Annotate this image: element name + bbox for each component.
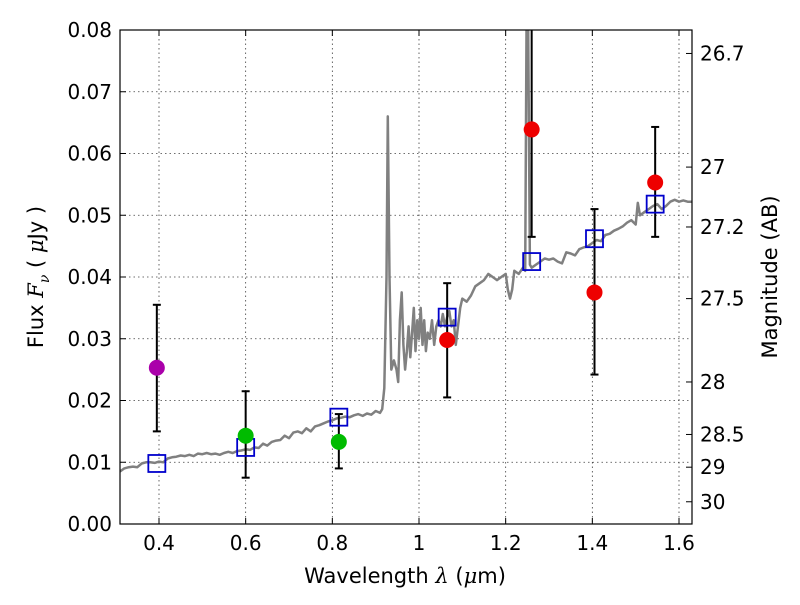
observed-point — [647, 174, 664, 191]
x-tick-label: 0.4 — [143, 531, 175, 555]
right-tick-label: 26.7 — [700, 41, 745, 65]
observed-point — [237, 427, 254, 444]
x-tick-label: 0.6 — [230, 531, 262, 555]
grid-layer — [120, 29, 692, 525]
right-tick-label: 28 — [700, 370, 725, 394]
x-tick-label: 0.8 — [316, 531, 348, 555]
model-point — [147, 454, 167, 473]
y-axis-label: Flux Fν ( μJy ) — [24, 206, 53, 348]
y-tick-label: 0.02 — [67, 389, 112, 413]
observed-point — [439, 331, 456, 348]
model-point — [329, 407, 349, 427]
right-tick-label: 27 — [700, 155, 725, 179]
observed-point — [586, 284, 603, 301]
model-point — [437, 307, 457, 327]
right-tick-label: 28.5 — [700, 422, 745, 446]
model-point — [585, 229, 604, 249]
y-tick-label: 0.08 — [67, 18, 112, 42]
right-tick-label: 29 — [700, 455, 725, 479]
y-tick-label: 0.05 — [67, 203, 112, 227]
y-tick-label: 0.03 — [67, 327, 112, 351]
x-tick-label: 1.6 — [663, 531, 695, 555]
y-tick-label: 0.01 — [67, 450, 112, 474]
right-tick-label: 27.5 — [700, 287, 745, 311]
y-tick-label: 0.00 — [67, 512, 112, 536]
right-axis-label: Magnitude (AB) — [758, 195, 782, 358]
model-point — [522, 252, 542, 271]
right-tick-label: 30 — [700, 490, 725, 514]
spectrum-line — [120, 30, 692, 473]
observed-point — [330, 433, 347, 450]
data-layer — [120, 30, 692, 479]
right-tick-label: 27.2 — [700, 215, 745, 239]
y-tick-label: 0.06 — [67, 142, 112, 166]
y-tick-label: 0.07 — [67, 80, 112, 104]
observed-point — [523, 121, 540, 138]
x-tick-label: 1.4 — [576, 531, 608, 555]
x-axis-label: Wavelength λ (μm) — [304, 564, 506, 588]
observed-point — [148, 359, 165, 376]
x-tick-label: 1 — [413, 531, 426, 555]
axes-layer: 0.4 0.6 0.8 1 1.2 1.4 1.6 0.00 0.01 0.02 0.03 0.04 0… — [67, 18, 744, 555]
x-tick-label: 1.2 — [490, 531, 522, 555]
model-point — [645, 194, 665, 214]
y-tick-label: 0.04 — [67, 265, 112, 289]
